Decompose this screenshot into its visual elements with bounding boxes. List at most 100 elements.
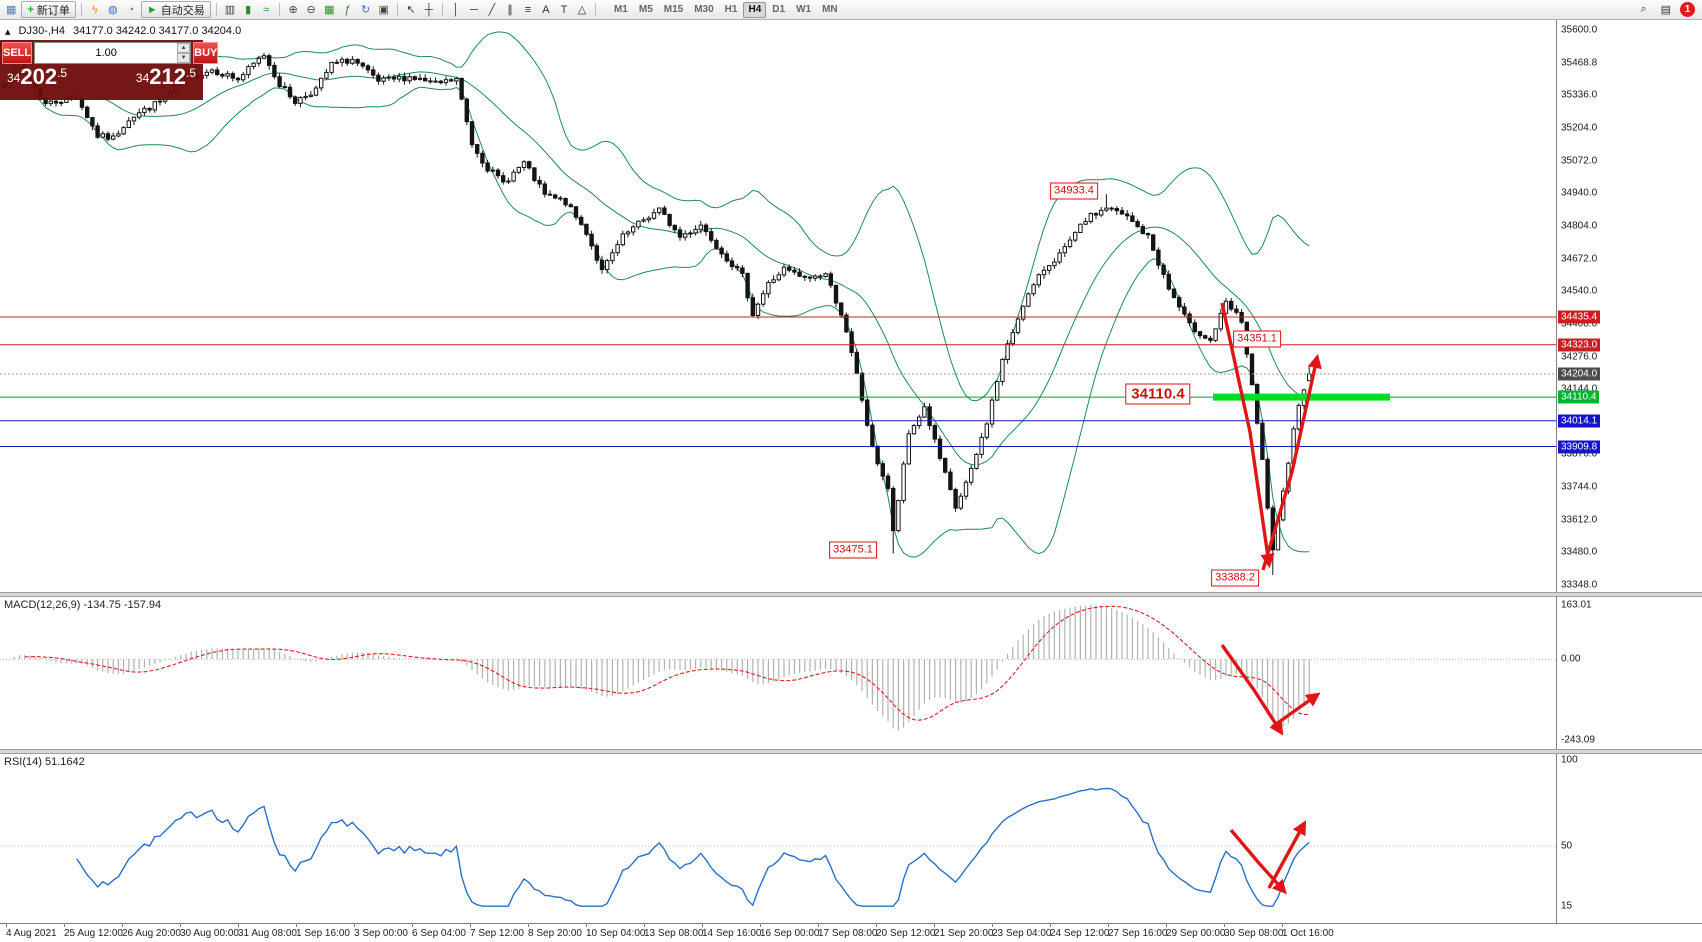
autotrading-button[interactable]: ► 自动交易 bbox=[140, 1, 211, 18]
time-axis-tick bbox=[296, 924, 297, 927]
time-axis[interactable]: 4 Aug 2021 25 Aug 12:00 26 Aug 20:00 30 Aug… bbox=[0, 923, 1702, 942]
arrows-icon[interactable]: △ bbox=[577, 4, 587, 16]
fibonacci-icon[interactable]: ≡ bbox=[524, 3, 532, 16]
time-axis-tick bbox=[702, 924, 703, 927]
price-annotation[interactable]: 33475.1 bbox=[829, 541, 877, 559]
trendline-icon[interactable]: ╱ bbox=[488, 4, 496, 16]
price-axis-label: 35072.0 bbox=[1561, 155, 1598, 167]
panel-splitter[interactable] bbox=[0, 749, 1702, 754]
snapshot-icon[interactable]: ▣ bbox=[378, 4, 389, 16]
timeframe-m1[interactable]: M1 bbox=[613, 4, 628, 15]
timeframe-m30[interactable]: M30 bbox=[694, 4, 714, 15]
notifications-badge[interactable]: 1 bbox=[1680, 2, 1695, 17]
indicators-icon[interactable]: ƒ bbox=[344, 3, 351, 16]
crosshair-icon[interactable]: ┼ bbox=[425, 3, 433, 16]
time-axis-tick bbox=[876, 924, 877, 927]
sell-button[interactable]: SELL bbox=[2, 42, 33, 64]
volume-input[interactable] bbox=[35, 43, 178, 63]
symbol-tree-icon[interactable]: ▴ bbox=[5, 26, 11, 38]
price-axis-label: 34276.0 bbox=[1561, 351, 1598, 362]
new-chart-icon[interactable]: ▦ bbox=[6, 4, 17, 16]
price-axis-label: 34940.0 bbox=[1561, 187, 1598, 199]
line-chart-icon[interactable]: ≈ bbox=[263, 3, 270, 16]
sell-price-big: 202 bbox=[20, 64, 58, 89]
macd-panel[interactable]: MACD(12,26,9) -134.75 -157.94 bbox=[0, 597, 1556, 749]
time-axis-label: 30 Aug 00:00 bbox=[180, 928, 239, 939]
rsi-axis-label: 100 bbox=[1561, 754, 1578, 766]
main-chart-canvas[interactable] bbox=[0, 20, 1556, 592]
price-axis-label: 34672.0 bbox=[1561, 253, 1598, 264]
price-axis-label: 35468.8 bbox=[1561, 57, 1598, 69]
main-chart-panel[interactable]: ▴ DJ30-,H4 34177.0 34242.0 34177.0 34204… bbox=[0, 20, 1556, 592]
lightning-icon[interactable]: ϟ bbox=[91, 3, 98, 16]
chart-symbol: DJ30-,H4 bbox=[18, 25, 65, 37]
candles bbox=[1, 52, 1312, 576]
time-axis-label: 21 Sep 20:00 bbox=[934, 928, 994, 939]
time-axis-tick bbox=[354, 924, 355, 927]
text-icon[interactable]: A bbox=[542, 3, 550, 16]
timeframe-h1[interactable]: H1 bbox=[724, 4, 738, 15]
time-axis-label: 1 Sep 16:00 bbox=[296, 928, 350, 939]
bollinger-band bbox=[14, 86, 1310, 558]
buy-price-big: 212 bbox=[149, 64, 186, 89]
sell-price-frac: .5 bbox=[57, 66, 68, 80]
price-annotation[interactable]: 33388.2 bbox=[1211, 569, 1259, 587]
zoom-out-icon[interactable]: ⊖ bbox=[306, 4, 316, 16]
rsi-panel[interactable]: RSI(14) 51.1642 bbox=[0, 754, 1556, 923]
time-axis-label: 20 Sep 12:00 bbox=[876, 928, 936, 939]
time-axis-tick bbox=[412, 924, 413, 927]
timeframe-mn[interactable]: MN bbox=[822, 4, 838, 15]
bar-chart-icon[interactable]: ▥ bbox=[224, 4, 236, 16]
macd-canvas[interactable] bbox=[0, 597, 1556, 749]
panel-splitter[interactable] bbox=[0, 592, 1702, 597]
cursor-icon[interactable]: ↖ bbox=[406, 4, 416, 16]
new-order-button[interactable]: + 新订单 bbox=[21, 1, 76, 18]
time-axis-label: 31 Aug 08:00 bbox=[238, 928, 297, 939]
sell-price-prefix: 34 bbox=[7, 71, 21, 85]
horizontal-line-icon[interactable]: ─ bbox=[470, 3, 478, 16]
volume-spinner[interactable]: ▲ ▼ bbox=[34, 42, 192, 64]
time-axis-label: 4 Aug 2021 bbox=[6, 928, 57, 939]
volume-up-icon[interactable]: ▲ bbox=[177, 43, 191, 53]
equidistant-channel-icon[interactable]: ∥ bbox=[507, 4, 513, 16]
search-icon[interactable]: ⌕ bbox=[1640, 3, 1647, 15]
price-axis[interactable]: 35600.0 35468.8 35336.0 35204.0 35072.0 34940… bbox=[1556, 20, 1702, 923]
candlestick-chart-icon[interactable]: ▮ bbox=[245, 4, 252, 16]
price-annotation[interactable]: 34351.1 bbox=[1233, 330, 1281, 348]
volume-down-icon[interactable]: ▼ bbox=[177, 53, 191, 63]
price-annotation[interactable]: 34110.4 bbox=[1125, 383, 1191, 405]
price-axis-label: 33744.0 bbox=[1561, 481, 1598, 493]
tile-windows-icon[interactable]: ▦ bbox=[324, 4, 335, 16]
news-icon[interactable]: ◔ bbox=[127, 3, 135, 16]
timeframe-m5[interactable]: M5 bbox=[638, 4, 653, 15]
timeframe-m15[interactable]: M15 bbox=[663, 4, 684, 15]
time-axis-label: 30 Sep 08:00 bbox=[1224, 928, 1284, 939]
timeframe-h4[interactable]: H4 bbox=[743, 1, 767, 18]
rsi-line bbox=[76, 787, 1310, 907]
time-axis-tick bbox=[992, 924, 993, 927]
time-axis-tick bbox=[644, 924, 645, 927]
data-window-icon[interactable]: ▤ bbox=[1660, 4, 1671, 16]
support-highlight-bar[interactable] bbox=[1213, 393, 1390, 401]
price-annotation[interactable]: 34933.4 bbox=[1050, 182, 1098, 200]
cycles-icon[interactable]: ↻ bbox=[360, 4, 371, 16]
timeframe-d1[interactable]: D1 bbox=[772, 4, 786, 15]
signals-icon[interactable]: ◍ bbox=[108, 4, 118, 16]
time-axis-label: 3 Sep 00:00 bbox=[354, 928, 408, 939]
toolbar-separator bbox=[594, 3, 596, 16]
timeframe-w1[interactable]: W1 bbox=[796, 4, 812, 15]
rsi-canvas[interactable] bbox=[0, 754, 1556, 923]
buy-button[interactable]: BUY bbox=[193, 42, 219, 64]
top-toolbar: ▦ + 新订单 ϟ ◍ ◔ ► 自动交易 ▥ ▮ ≈ ⊕ ⊖ ▦ ƒ ↻ ▣ ↖ ┼ │ ─ ╱ ∥ ≡ A T △ M1 M5 M15 M… bbox=[0, 0, 1702, 20]
price-axis-label: 35600.0 bbox=[1561, 24, 1598, 36]
time-axis-label: 10 Sep 04:00 bbox=[586, 928, 646, 939]
price-axis-label: 33348.0 bbox=[1561, 579, 1598, 591]
time-axis-label: 29 Sep 00:00 bbox=[1166, 928, 1226, 939]
time-axis-label: 7 Sep 12:00 bbox=[470, 928, 524, 939]
vertical-line-icon[interactable]: │ bbox=[452, 3, 460, 16]
time-axis-tick bbox=[6, 924, 7, 927]
zoom-in-icon[interactable]: ⊕ bbox=[288, 4, 298, 16]
label-icon[interactable]: T bbox=[560, 3, 568, 16]
